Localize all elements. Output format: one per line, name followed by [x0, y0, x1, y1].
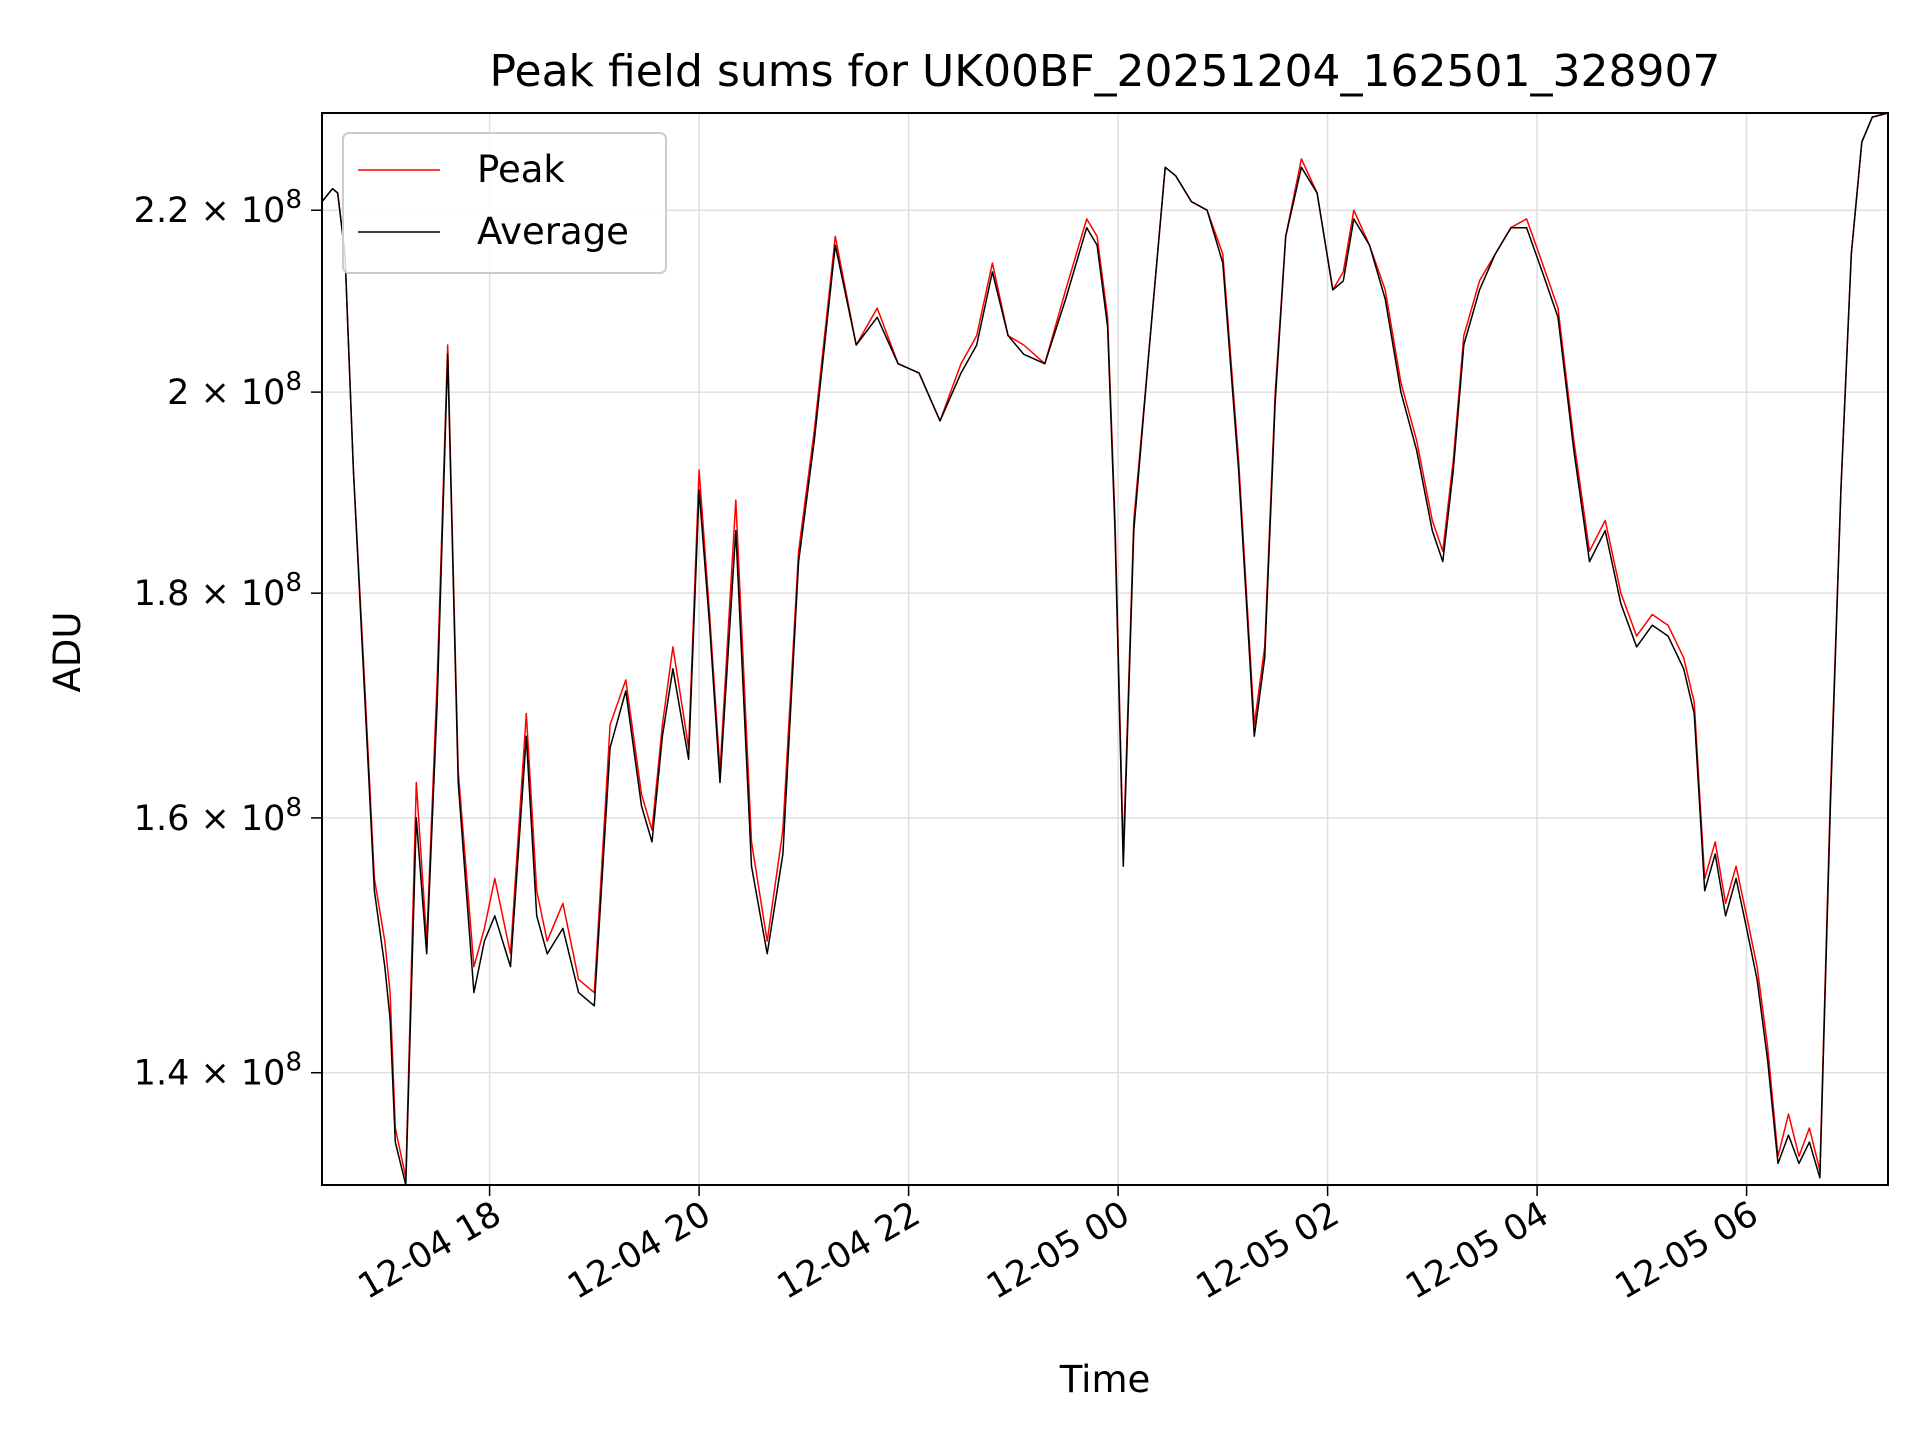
chart-title: Peak field sums for UK00BF_20251204_1625… [490, 46, 1721, 97]
y-axis-ticks: 1.4 × 108 1.6 × 108 1.8 × 108 2 × 108 2.2 × … [134, 185, 322, 1094]
legend-peak-label: Peak [477, 148, 565, 191]
average-series-line [321, 112, 1889, 1186]
y-tick-label: 2 × 108 [167, 367, 302, 413]
legend-average-label: Average [477, 210, 629, 253]
y-tick-label: 1.8 × 108 [134, 568, 302, 614]
legend-box [342, 132, 667, 274]
axes-frame [321, 112, 1889, 1186]
y-axis-label: ADU [46, 612, 89, 693]
legend: Peak Average [342, 132, 667, 274]
y-tick-label: 1.4 × 108 [134, 1048, 302, 1094]
y-tick-label: 2.2 × 108 [134, 185, 302, 231]
plot-series [321, 112, 1889, 1186]
x-axis-label: Time [1059, 1358, 1151, 1401]
y-tick-label: 1.6 × 108 [134, 793, 302, 839]
